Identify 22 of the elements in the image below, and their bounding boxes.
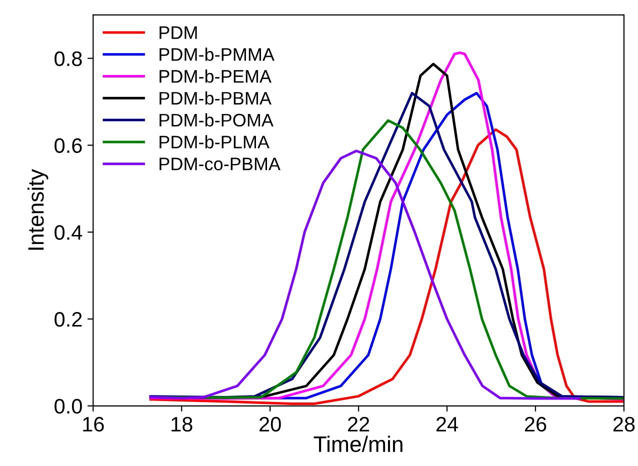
line-series (149, 150, 581, 400)
x-tick-label: 24 (436, 416, 458, 432)
y-tick-label: 0.8 (54, 51, 82, 66)
text: 0.0 (54, 398, 82, 414)
legend-label: PDM-b-POMA (160, 113, 274, 127)
x-tick-label: 20 (260, 416, 281, 432)
x-tick-label: 26 (524, 416, 546, 432)
x-tick-label: 16 (83, 416, 104, 432)
legend-label: PDM-b-PEMA (160, 70, 272, 83)
x-tick-label: 18 (172, 416, 192, 432)
y-tick-label: 0.6 (54, 138, 82, 153)
legend-label: PDM-b-PMMA (160, 48, 274, 61)
legend-label: PDM-b-PLMA (160, 135, 270, 148)
x-tick-label: 22 (348, 416, 370, 432)
legend-label: PDM (160, 26, 197, 39)
x-axis-title: Time/min (314, 436, 402, 452)
legend-label: PDM-b-PBMA (160, 91, 272, 105)
y-axis-title: Intensity (28, 169, 48, 250)
legend-label: PDM-co-PBMA (160, 158, 280, 170)
x-tick-label: 28 (613, 416, 635, 432)
y-tick-label: 0.4 (54, 225, 82, 240)
y-tick-label: 0.2 (54, 312, 82, 327)
